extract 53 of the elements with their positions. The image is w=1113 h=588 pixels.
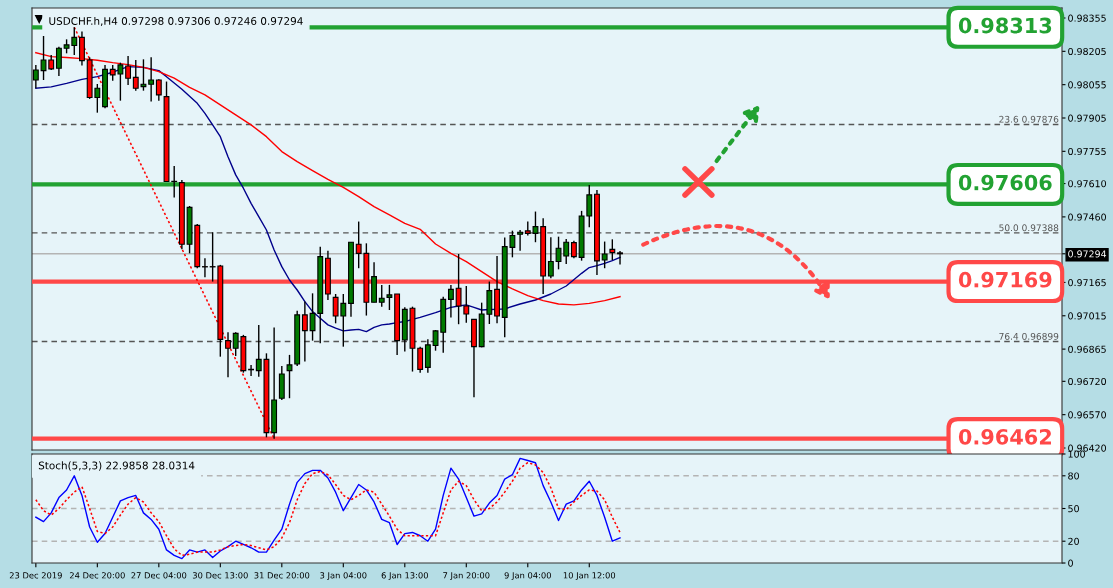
candlestick — [617, 250, 623, 266]
y-tick-label: 0.97610 — [1068, 180, 1106, 188]
x-tick-label: 10 Jan 12:00 — [563, 572, 616, 581]
y-tick-label: 0.96570 — [1068, 411, 1106, 419]
y-tick-label: 100 — [1068, 450, 1085, 458]
y-tick-label: 0.98055 — [1068, 81, 1106, 89]
x-tick-label: 27 Dec 04:00 — [131, 572, 187, 579]
candlestick — [225, 331, 231, 379]
candlestick — [155, 78, 162, 102]
y-tick-label: 0.96420 — [1068, 444, 1106, 452]
y-tick-label: 0.97905 — [1068, 114, 1106, 122]
candlestick — [55, 45, 62, 77]
y-tick-label: 0 — [1068, 559, 1073, 567]
x-tick-label: 30 Dec 13:00 — [192, 572, 248, 579]
ref-line-label: 76.4 0.96899 — [999, 332, 1059, 340]
y-tick-label: 0.97294 — [1068, 250, 1107, 258]
text: Stoch(5,3,3) 22.9858 28.0314 — [38, 461, 195, 471]
y-tick-label: 0.98205 — [1068, 47, 1106, 56]
ref-line-label: 0.96462 — [958, 428, 1051, 445]
candlestick — [202, 257, 208, 279]
x-tick-label: 7 Jan 20:00 — [443, 572, 490, 581]
y-tick-label: 0.96720 — [1068, 377, 1106, 386]
ref-line-label: 23.6 0.97876 — [999, 115, 1059, 123]
candlestick — [447, 284, 454, 319]
candlestick — [517, 229, 524, 252]
x-tick-label: 6 Jan 13:00 — [381, 572, 428, 581]
y-tick-label: 0.97015 — [1068, 312, 1106, 320]
x-tick-label: 31 Dec 20:00 — [254, 572, 310, 579]
candlestick — [601, 240, 608, 269]
x-tick-label: 3 Jan 04:00 — [320, 572, 367, 581]
candlestick — [301, 300, 308, 363]
candlestick — [424, 338, 431, 374]
y-tick-label: 0.97460 — [1068, 213, 1106, 221]
candlestick — [378, 284, 385, 308]
candlestick — [386, 284, 393, 311]
x-tick-label: 9 Jan 04:00 — [504, 572, 551, 581]
candlestick — [609, 238, 616, 261]
x-tick-label: 24 Dec 20:00 — [69, 572, 125, 579]
y-tick-label: 80 — [1068, 472, 1079, 480]
ref-line-label: 0.98313 — [958, 17, 1052, 34]
y-tick-label: 0.96865 — [1068, 345, 1106, 353]
ref-line-label: 0.97606 — [958, 174, 1052, 191]
y-tick-label: 50 — [1068, 505, 1079, 513]
y-tick-label: 0.97755 — [1068, 147, 1106, 156]
ref-line-label: 50.0 0.97388 — [999, 224, 1059, 232]
y-tick-label: 0.98355 — [1068, 14, 1106, 22]
y-tick-label: 0.97165 — [1068, 279, 1106, 287]
text: USDCHF.h,H4 0.97298 0.97306 0.97246 0.97294 — [49, 16, 303, 26]
candlestick — [125, 55, 132, 86]
candlestick — [148, 56, 155, 103]
y-tick-label: 20 — [1068, 537, 1079, 545]
x-tick-label: 23 Dec 2019 — [9, 572, 62, 579]
ref-line-label: 0.97169 — [958, 271, 1052, 288]
